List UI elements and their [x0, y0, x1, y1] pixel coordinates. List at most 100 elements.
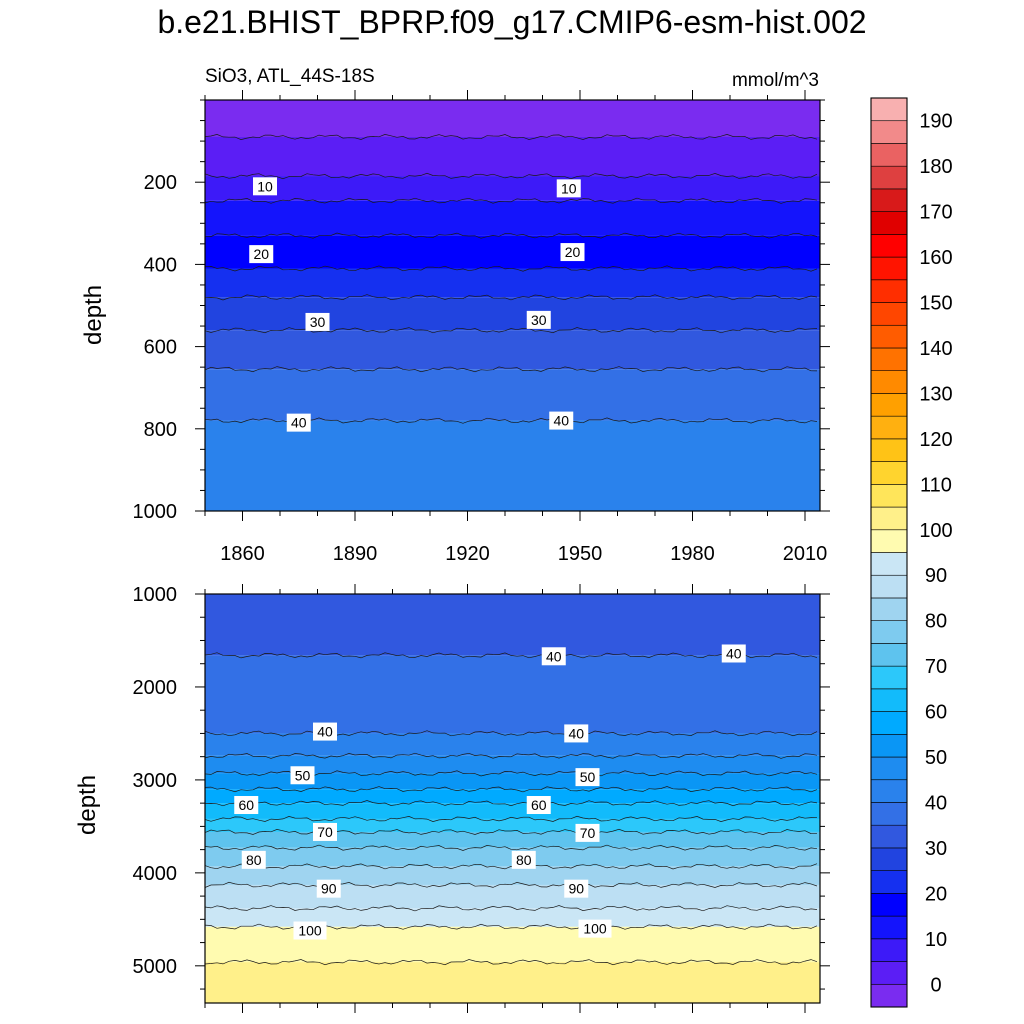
- colorbar-segment: [870, 847, 908, 871]
- colorbar-segment: [870, 484, 908, 508]
- colorbar-segment: [870, 643, 908, 667]
- contour-band: [205, 789, 820, 804]
- colorbar-label: 160: [919, 247, 952, 269]
- contour-band: [205, 831, 820, 848]
- contour-band: [205, 884, 820, 909]
- colorbar-label: 50: [925, 747, 947, 769]
- colorbar-segment: [870, 711, 908, 735]
- colorbar-segment: [870, 438, 908, 462]
- colorbar-label: 110: [920, 474, 952, 496]
- contour-label: 70: [575, 823, 600, 842]
- contour-band: [205, 803, 820, 819]
- contour-label-text: 10: [561, 180, 577, 196]
- colorbar-frame: [870, 97, 908, 1008]
- contour-label-text: 70: [580, 825, 596, 841]
- contour-label-text: 30: [310, 314, 326, 330]
- x-tick-label: 1980: [670, 543, 715, 565]
- contour-band: [205, 866, 820, 885]
- contour-label-text: 100: [298, 922, 322, 938]
- contour-band: [205, 655, 820, 734]
- colorbar-label: 10: [925, 929, 947, 951]
- colorbar-label: 150: [919, 293, 952, 315]
- contour-label: 20: [560, 243, 585, 262]
- contour-label-text: 50: [295, 767, 311, 783]
- contour-line: [204, 905, 818, 912]
- contour-label-text: 40: [568, 725, 584, 741]
- contour-label: 60: [234, 796, 259, 815]
- colorbar-segment: [870, 188, 908, 212]
- colorbar-segment: [870, 665, 908, 690]
- colorbar-segment: [870, 143, 908, 167]
- colorbar-label: 130: [919, 383, 952, 405]
- contour-band: [205, 420, 820, 511]
- x-tick-label: 2010: [783, 543, 828, 565]
- colorbar-label: 170: [919, 202, 952, 224]
- contour-line: [204, 232, 818, 239]
- y-tick-label: 3000: [133, 770, 178, 792]
- lower-panel: 1000 2000 3000 4000 5000 40 40 40 40 50 50 60 60 70 70…: [133, 584, 830, 1013]
- contour-band: [205, 908, 820, 927]
- contour-band: [205, 176, 820, 201]
- contour-line: [204, 815, 818, 822]
- contour-label-text: 40: [553, 413, 569, 429]
- contour-line: [204, 294, 818, 301]
- contour-band: [205, 268, 820, 298]
- colorbar-segment: [870, 961, 908, 985]
- colorbar-segment: [870, 256, 908, 281]
- colorbar-segment: [870, 733, 908, 758]
- colorbar-segment: [870, 461, 908, 485]
- colorbar-segment: [870, 870, 908, 894]
- chart-title: b.e21.BHIST_BPRP.f09_g17.CMIP6-esm-hist.…: [157, 4, 867, 40]
- colorbar-segment: [870, 983, 908, 1008]
- y-tick-label: 400: [144, 254, 177, 276]
- contour-label: 50: [575, 768, 600, 787]
- colorbar-label: 180: [919, 156, 952, 178]
- contour-label: 90: [316, 879, 341, 898]
- x-tick-label: 1920: [445, 543, 490, 565]
- contour-line: [204, 265, 818, 272]
- colorbar-segment: [870, 393, 908, 417]
- contour-band: [205, 962, 820, 1003]
- y-tick-label: 1000: [133, 584, 178, 606]
- contour-label-text: 40: [546, 648, 562, 664]
- colorbar-segment: [870, 756, 908, 781]
- contour-label-text: 80: [516, 852, 532, 868]
- contour-label: 40: [564, 724, 589, 743]
- contour-line: [204, 730, 818, 737]
- colorbar-segment: [870, 302, 908, 326]
- colorbar-segment: [870, 688, 908, 712]
- contour-band: [205, 235, 820, 269]
- colorbar-label: 100: [919, 520, 952, 542]
- contour-label: 10: [556, 179, 581, 198]
- y-tick-label: 4000: [133, 863, 178, 885]
- contour-band: [205, 733, 820, 756]
- contour-line: [204, 863, 818, 870]
- colorbar-segment: [870, 97, 908, 122]
- contour-label: 40: [721, 644, 746, 663]
- colorbar-segment: [870, 506, 908, 531]
- contour-label-text: 20: [253, 246, 269, 262]
- x-tick-label: 1860: [220, 543, 265, 565]
- colorbar-segment: [870, 893, 908, 917]
- colorbar-segment: [870, 234, 908, 258]
- colorbar-segment: [870, 324, 908, 349]
- contour-label-text: 60: [238, 797, 254, 813]
- contour-band: [205, 136, 820, 177]
- contour-label: 40: [286, 413, 311, 432]
- colorbar-label: 120: [919, 429, 952, 451]
- colorbar-label: 0: [930, 974, 941, 996]
- contour-line: [204, 366, 818, 373]
- colorbar-segment: [870, 279, 908, 303]
- colorbar-label: 40: [925, 792, 947, 814]
- y-tick-label: 5000: [133, 956, 178, 978]
- colorbar-label: 140: [919, 338, 952, 360]
- colorbar-label: 60: [925, 702, 947, 724]
- contour-label: 30: [305, 312, 330, 331]
- contour-band: [205, 297, 820, 331]
- y-tick-label: 600: [144, 337, 177, 359]
- contour-band: [205, 369, 820, 421]
- colorbar-segment: [870, 552, 908, 576]
- contour-label-text: 50: [580, 769, 596, 785]
- units-label: mmol/m^3: [731, 70, 819, 91]
